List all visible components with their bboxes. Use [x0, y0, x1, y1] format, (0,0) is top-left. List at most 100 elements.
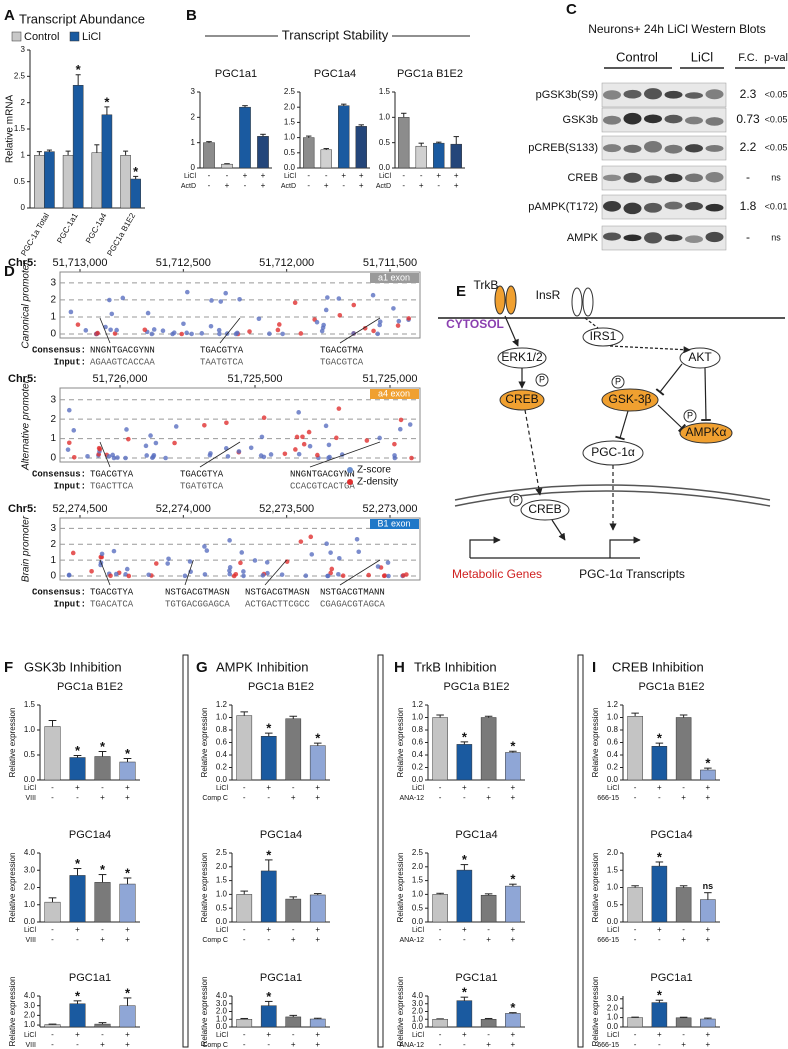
y-tick-label: 1.5: [607, 865, 619, 874]
blot-band: [623, 89, 642, 99]
bar: [203, 142, 215, 169]
bar: [355, 126, 367, 169]
treatment-mark: -: [292, 783, 295, 792]
y-tick-label: 0.4: [412, 750, 424, 759]
y-tick-label: 0: [50, 453, 56, 464]
treatment-mark: +: [100, 793, 105, 802]
row-label: AMPK: [567, 232, 599, 244]
treatment-name: Comp C: [202, 1042, 228, 1049]
y-tick-label: 2: [50, 414, 56, 425]
inhibition: [701, 367, 711, 422]
bar: [285, 1016, 302, 1028]
y-tick-label: 1.0: [24, 725, 36, 734]
score-dot: [126, 436, 131, 442]
consensus-seq: NSTGACGTMASN: [165, 587, 230, 597]
y-tick-label: 2.0: [216, 1007, 228, 1016]
y-tick-label: 0.5: [607, 900, 619, 909]
chart-title: PGC1a4: [260, 829, 302, 841]
bar: [69, 875, 86, 923]
treatment-mark: -: [244, 181, 247, 190]
score-dot: [377, 319, 383, 324]
nuclear-membrane: [454, 484, 771, 501]
treatment-mark: -: [325, 171, 328, 180]
treatment-name: 666-15: [597, 937, 619, 944]
y-tick-label: 0.0: [412, 775, 424, 784]
score-dot: [329, 566, 335, 572]
treatment-name: ActD: [376, 183, 391, 190]
bar: [260, 870, 277, 923]
consensus-seq: TGACGTYA: [200, 345, 244, 355]
score-dot: [296, 451, 302, 457]
treatment-mark: -: [437, 181, 440, 190]
legend-dot: [347, 467, 353, 473]
blot-band: [705, 171, 724, 183]
separator: [577, 654, 584, 1048]
bar: [44, 1024, 61, 1028]
consensus-seq: NSTGACGTMANN: [320, 587, 385, 597]
score-dot: [301, 441, 307, 447]
separators: [182, 654, 584, 1048]
blot-band: [685, 201, 703, 211]
treatment-mark: -: [51, 783, 54, 792]
score-dot: [202, 572, 208, 577]
bar: [700, 1018, 716, 1028]
significance: *: [462, 729, 468, 744]
score-dot: [294, 434, 300, 440]
y-tick-label: 1.0: [607, 1013, 619, 1022]
treatment-name: ANA-12: [399, 1042, 424, 1049]
y-tick-label: 0.5: [14, 177, 26, 186]
score-dot: [307, 443, 313, 449]
y-tick-label: 1.0: [216, 713, 228, 722]
treatment-mark: +: [359, 171, 364, 180]
blot-band: [644, 88, 662, 100]
chart-title: PGC1a1: [260, 972, 302, 984]
x-tick-label: PGC-1a1: [55, 211, 80, 245]
motif-link: [264, 559, 287, 586]
score-dot: [120, 295, 126, 301]
phospho: [683, 409, 697, 423]
exon-label: a4 exon: [378, 388, 410, 398]
blot-band: [685, 116, 703, 125]
y-tick-label: 0.5: [412, 903, 424, 912]
treatment-mark: -: [634, 783, 637, 792]
y-tick-label: 3.0: [24, 1001, 36, 1010]
significance: *: [125, 746, 131, 761]
y-tick-label: 1: [50, 433, 56, 444]
treatment-mark: +: [486, 1040, 491, 1049]
score-dot: [406, 316, 412, 321]
treatment-mark: +: [681, 935, 686, 944]
treatment-mark: -: [243, 1030, 246, 1039]
y-axis-label: Relative expression: [200, 708, 209, 778]
treatment-mark: -: [439, 925, 442, 934]
blot-strip: [601, 225, 727, 251]
score-dot: [325, 295, 330, 300]
y-tick-label: 2: [21, 98, 26, 107]
row-label: pGSK3b(S9): [536, 89, 598, 101]
treatment-name: LiCl: [184, 173, 197, 180]
arrow: [609, 345, 691, 354]
promoter-label: Brain promoter: [21, 515, 32, 582]
score-dot: [277, 322, 282, 327]
score-dot: [375, 564, 381, 569]
score-dot: [143, 443, 149, 449]
y-tick-label: 1.0: [379, 112, 391, 121]
inhibition: [657, 404, 687, 433]
y-tick-label: 2.0: [412, 862, 424, 871]
y-tick-label: 0.6: [607, 738, 619, 747]
score-dot: [83, 328, 89, 333]
score-dot: [309, 552, 315, 557]
score-dot: [106, 454, 112, 459]
blot-title: Neurons+ 24h LiCl Western Blots: [588, 22, 766, 36]
score-dot: [391, 306, 396, 311]
motif-link: [99, 559, 111, 586]
bar: [260, 736, 277, 781]
receptor: [571, 287, 583, 317]
y-tick-label: 0: [21, 203, 26, 212]
score-dot: [209, 298, 214, 303]
bar: [69, 757, 86, 781]
score-dot: [336, 572, 341, 577]
score-dot: [371, 328, 376, 334]
score-dot: [337, 555, 342, 561]
promoter-arrow: [609, 536, 641, 558]
y-tick-label: 0.0: [412, 917, 424, 926]
